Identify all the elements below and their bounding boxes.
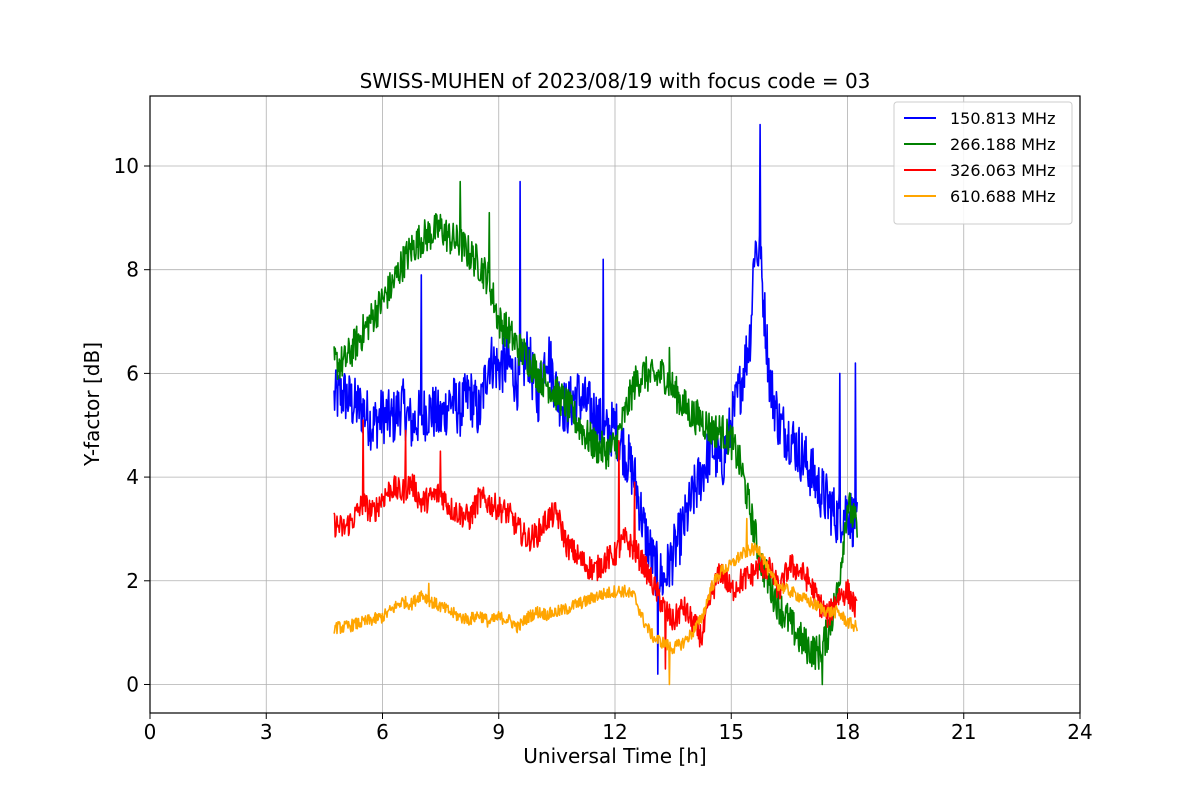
legend-label: 610.688 MHz [950,187,1055,206]
chart-title: SWISS-MUHEN of 2023/08/19 with focus cod… [360,69,871,93]
x-tick-label: 15 [719,720,744,744]
x-tick-label: 24 [1067,720,1092,744]
series-610-688-mhz [333,517,858,686]
legend-label: 266.188 MHz [950,135,1055,154]
x-tick-label: 3 [260,720,273,744]
y-tick-label: 6 [126,361,139,385]
legend-item: 266.188 MHz [904,135,1055,154]
series-line [333,419,858,670]
x-tick-label: 0 [144,720,157,744]
y-tick-label: 0 [126,672,139,696]
y-tick-label: 4 [126,465,139,489]
legend-item: 150.813 MHz [904,109,1055,128]
x-tick-label: 18 [835,720,860,744]
legend-item: 326.063 MHz [904,161,1055,180]
x-tick-label: 9 [492,720,505,744]
legend: 150.813 MHz 266.188 MHz 326.063 MHz 610.688… [893,101,1073,225]
series-layer [333,123,858,686]
x-axis-label: Universal Time [h] [523,744,706,768]
series-line [333,517,858,686]
legend-box [893,101,1073,225]
y-tick-label: 2 [126,569,139,593]
legend-label: 150.813 MHz [950,109,1055,128]
x-tick-label: 12 [602,720,627,744]
y-tick-label: 8 [126,258,139,282]
x-tick-label: 21 [951,720,976,744]
legend-label: 326.063 MHz [950,161,1055,180]
x-tick-label: 6 [376,720,389,744]
y-tick-label: 10 [114,154,139,178]
y-axis-label: Y-factor [dB] [80,342,104,467]
series-326-063-mhz [333,419,858,670]
legend-item: 610.688 MHz [904,187,1055,206]
